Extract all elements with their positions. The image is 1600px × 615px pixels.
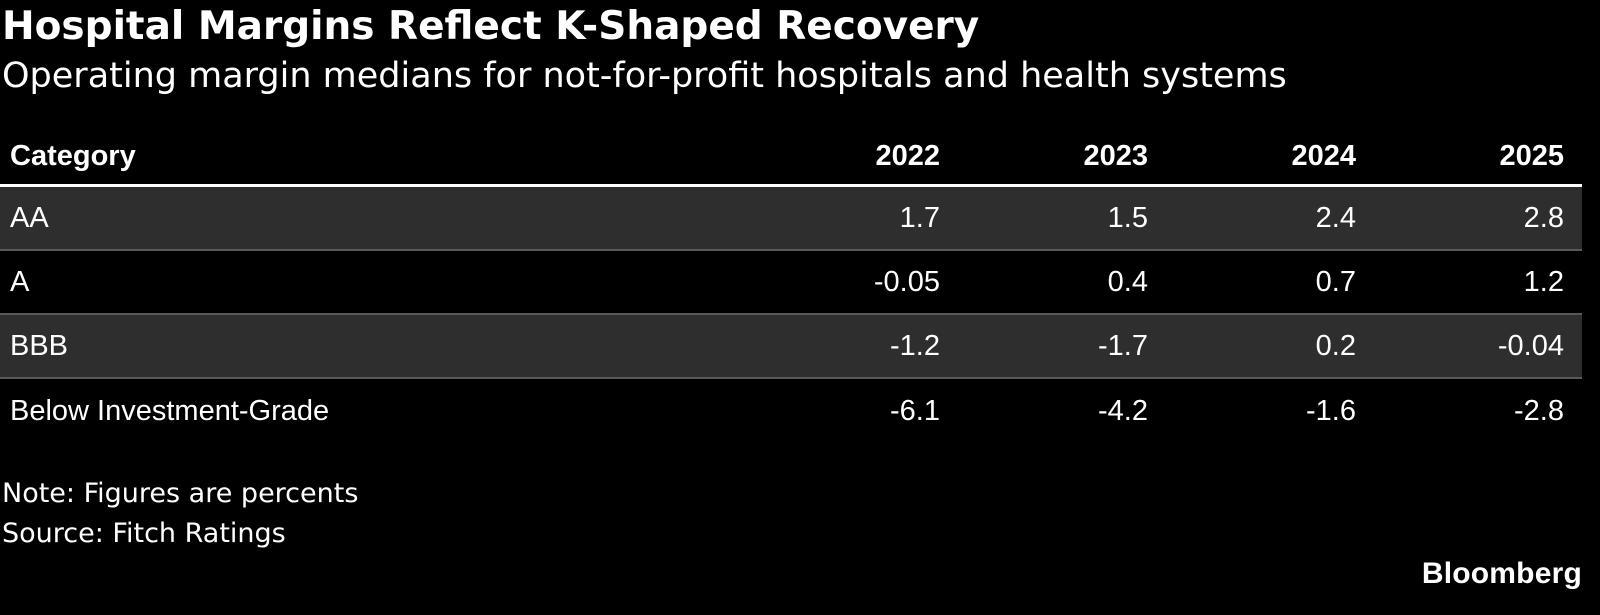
value-cell: 0.7 (1315, 265, 1356, 298)
column-header-2025: 2025 (1499, 139, 1564, 172)
row-label: Below Investment-Grade (10, 394, 330, 427)
value-cell: -1.6 (1306, 394, 1356, 427)
row-label: AA (10, 201, 49, 234)
column-header-2024: 2024 (1291, 139, 1356, 172)
table-row-a: A -0.05 0.4 0.7 1.2 (0, 251, 1582, 315)
column-header-category: Category (10, 139, 136, 172)
chart-subtitle: Operating margin medians for not-for-pro… (2, 56, 1287, 96)
value-cell: -0.04 (1497, 329, 1564, 362)
value-cell: 1.5 (1107, 201, 1148, 234)
table-row-below-investment-grade: Below Investment-Grade -6.1 -4.2 -1.6 -2… (0, 379, 1582, 443)
value-cell: 1.7 (899, 201, 940, 234)
table-row-bbb: BBB -1.2 -1.7 0.2 -0.04 (0, 315, 1582, 379)
value-cell: -0.05 (873, 265, 940, 298)
table-row-aa: AA 1.7 1.5 2.4 2.8 (0, 187, 1582, 251)
column-header-2023: 2023 (1083, 139, 1148, 172)
row-label: A (10, 265, 30, 298)
note-text: Note: Figures are percents (2, 478, 359, 509)
value-cell: 0.2 (1315, 329, 1356, 362)
value-cell: 2.4 (1315, 201, 1356, 234)
table-header-row: Category 2022 2023 2024 2025 (0, 128, 1582, 187)
footnotes: Note: Figures are percents Source: Fitch… (2, 474, 358, 554)
value-cell: 0.4 (1107, 265, 1148, 298)
source-text: Source: Fitch Ratings (2, 518, 286, 549)
bloomberg-logo: Bloomberg (1421, 557, 1582, 590)
column-header-2022: 2022 (875, 139, 940, 172)
data-table: Category 2022 2023 2024 2025 AA 1.7 1.5 … (0, 128, 1582, 443)
row-label: BBB (10, 329, 69, 362)
value-cell: -6.1 (890, 394, 940, 427)
value-cell: 1.2 (1523, 265, 1564, 298)
chart-title: Hospital Margins Reflect K-Shaped Recove… (2, 4, 980, 49)
value-cell: -2.8 (1514, 394, 1564, 427)
value-cell: -1.7 (1098, 329, 1148, 362)
value-cell: 2.8 (1523, 201, 1564, 234)
value-cell: -1.2 (890, 329, 940, 362)
value-cell: -4.2 (1098, 394, 1148, 427)
